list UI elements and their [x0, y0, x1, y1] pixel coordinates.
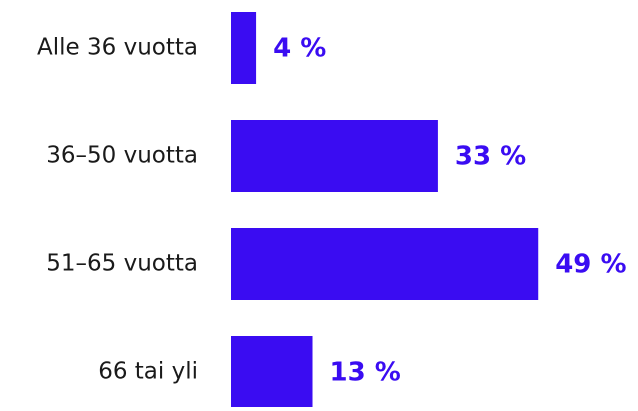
value-label: 33 % [455, 142, 526, 172]
bar [231, 336, 313, 408]
category-label: Alle 36 vuotta [37, 35, 198, 61]
category-label: 36–50 vuotta [46, 143, 198, 169]
bar [231, 120, 438, 192]
value-label: 49 % [555, 250, 626, 280]
value-label: 13 % [330, 358, 401, 388]
category-label: 66 tai yli [98, 359, 198, 385]
category-label: 51–65 vuotta [46, 251, 198, 277]
bar [231, 228, 539, 300]
value-label: 4 % [273, 34, 326, 64]
bar [231, 12, 257, 84]
